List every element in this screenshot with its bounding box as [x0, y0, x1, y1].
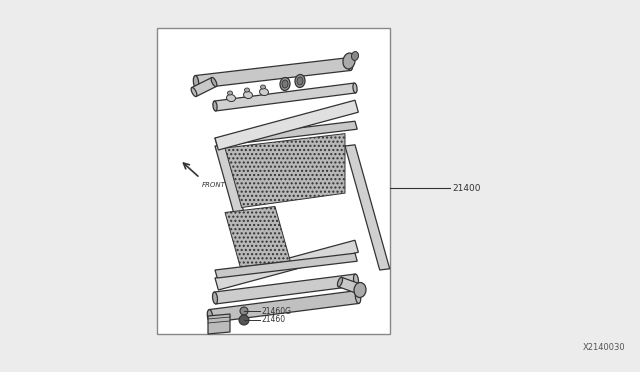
- Ellipse shape: [355, 291, 361, 304]
- Polygon shape: [339, 277, 364, 295]
- Polygon shape: [195, 58, 351, 89]
- Polygon shape: [215, 240, 358, 290]
- Circle shape: [239, 315, 249, 325]
- Ellipse shape: [297, 77, 303, 85]
- Ellipse shape: [280, 77, 290, 90]
- Text: FRONT: FRONT: [202, 182, 226, 188]
- Polygon shape: [214, 83, 356, 111]
- Ellipse shape: [260, 89, 268, 96]
- Polygon shape: [225, 134, 345, 208]
- Ellipse shape: [193, 76, 198, 89]
- Ellipse shape: [191, 87, 197, 97]
- Polygon shape: [225, 206, 291, 267]
- Ellipse shape: [354, 282, 366, 298]
- Polygon shape: [192, 77, 216, 96]
- Ellipse shape: [353, 83, 357, 93]
- Text: 21460G: 21460G: [262, 307, 292, 315]
- Ellipse shape: [227, 91, 232, 95]
- Ellipse shape: [260, 85, 266, 89]
- Bar: [157, 28, 390, 334]
- Polygon shape: [214, 274, 356, 304]
- Polygon shape: [215, 145, 260, 270]
- Ellipse shape: [282, 80, 288, 88]
- Ellipse shape: [244, 92, 252, 99]
- Ellipse shape: [353, 274, 358, 286]
- Polygon shape: [208, 314, 230, 334]
- Polygon shape: [209, 291, 359, 323]
- Polygon shape: [215, 100, 358, 150]
- Ellipse shape: [295, 74, 305, 87]
- Text: X2140030: X2140030: [582, 343, 625, 352]
- Ellipse shape: [207, 310, 212, 323]
- Polygon shape: [215, 121, 357, 146]
- Ellipse shape: [348, 58, 353, 70]
- Ellipse shape: [211, 77, 217, 87]
- Ellipse shape: [227, 94, 236, 102]
- Ellipse shape: [212, 292, 218, 304]
- Ellipse shape: [337, 277, 342, 287]
- Text: 21400: 21400: [452, 183, 481, 192]
- Ellipse shape: [351, 52, 358, 61]
- Ellipse shape: [244, 88, 250, 92]
- Circle shape: [240, 307, 248, 315]
- Polygon shape: [215, 253, 357, 278]
- Ellipse shape: [213, 101, 217, 111]
- Ellipse shape: [360, 285, 365, 295]
- Ellipse shape: [343, 53, 355, 69]
- Polygon shape: [345, 145, 390, 270]
- Text: 21460: 21460: [262, 315, 286, 324]
